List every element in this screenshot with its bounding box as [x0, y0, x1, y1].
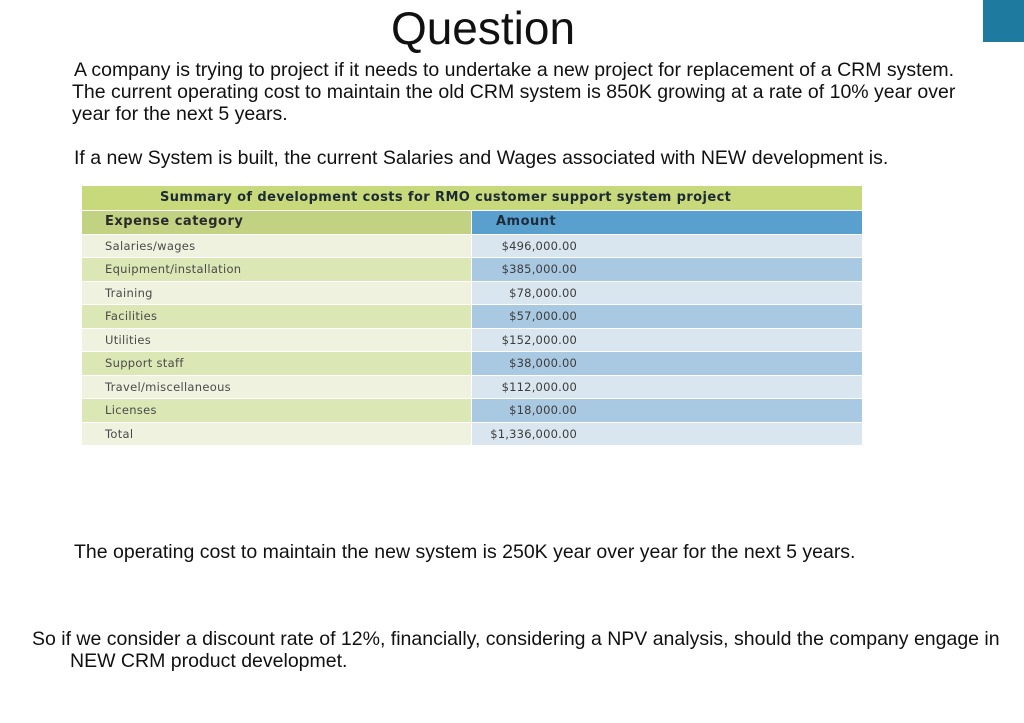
table-row: Utilities $152,000.00	[82, 327, 862, 351]
intro-paragraph: A company is trying to project if it nee…	[72, 59, 956, 125]
row-amount: $78,000.00	[472, 281, 862, 304]
row-amount: $38,000.00	[472, 352, 862, 375]
new-system-operating-cost-paragraph: The operating cost to maintain the new s…	[74, 541, 856, 563]
new-system-paragraph: If a new System is built, the current Sa…	[74, 147, 889, 169]
table-total-row: Total $1,336,000.00	[82, 421, 862, 445]
header-expense-category: Expense category	[82, 211, 472, 234]
row-amount: $112,000.00	[472, 375, 862, 398]
row-category: Travel/miscellaneous	[82, 375, 472, 398]
slide-title: Question	[390, 2, 576, 54]
total-label: Total	[82, 422, 472, 445]
row-category: Utilities	[82, 328, 472, 351]
row-category: Support staff	[82, 352, 472, 375]
row-amount: $57,000.00	[472, 305, 862, 328]
corner-accent-block	[983, 0, 1024, 42]
table-row: Travel/miscellaneous $112,000.00	[82, 374, 862, 398]
development-cost-table: Summary of development costs for RMO cus…	[82, 186, 862, 445]
table-row: Salaries/wages $496,000.00	[82, 233, 862, 257]
table-row: Support staff $38,000.00	[82, 351, 862, 375]
header-amount: Amount	[472, 211, 862, 234]
row-category: Salaries/wages	[82, 234, 472, 257]
row-amount: $385,000.00	[472, 258, 862, 281]
table-row: Facilities $57,000.00	[82, 304, 862, 328]
table-caption: Summary of development costs for RMO cus…	[82, 186, 862, 210]
table-row: Licenses $18,000.00	[82, 398, 862, 422]
row-amount: $152,000.00	[472, 328, 862, 351]
row-category: Licenses	[82, 399, 472, 422]
npv-question-paragraph: So if we consider a discount rate of 12%…	[32, 628, 1000, 672]
row-category: Facilities	[82, 305, 472, 328]
total-amount: $1,336,000.00	[472, 422, 862, 445]
row-amount: $18,000.00	[472, 399, 862, 422]
table-row: Equipment/installation $385,000.00	[82, 257, 862, 281]
row-amount: $496,000.00	[472, 234, 862, 257]
table-row: Training $78,000.00	[82, 280, 862, 304]
table-header-row: Expense category Amount	[82, 210, 862, 234]
row-category: Equipment/installation	[82, 258, 472, 281]
row-category: Training	[82, 281, 472, 304]
